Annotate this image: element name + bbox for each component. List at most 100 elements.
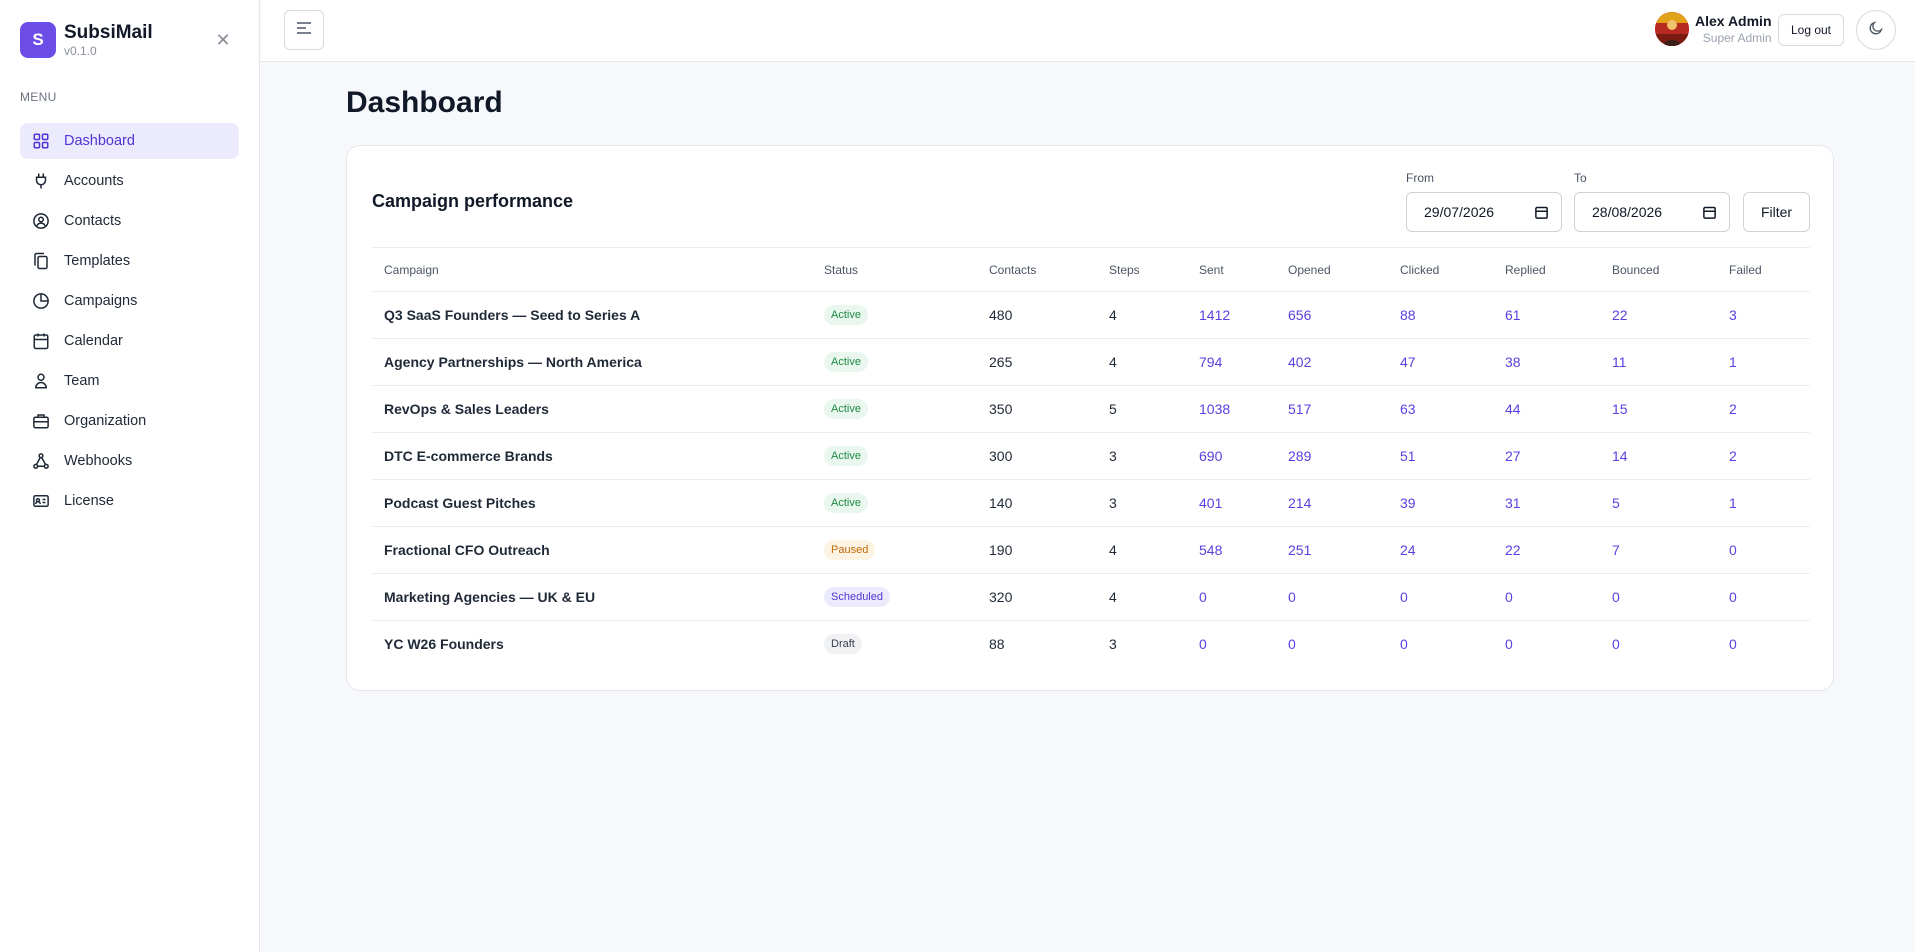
table-row[interactable]: DTC E-commerce Brands Active 300 3 690 2… [372,432,1810,480]
failed-cell[interactable]: 2 [1717,432,1810,480]
bounced-cell[interactable]: 5 [1600,479,1717,527]
col-opened[interactable]: Opened [1276,247,1388,292]
steps-cell: 3 [1097,479,1187,527]
sent-cell[interactable]: 0 [1199,636,1207,653]
opened-cell[interactable]: 656 [1276,291,1388,339]
replied-cell[interactable]: 0 [1505,636,1513,653]
sidebar-item-contacts[interactable]: Contacts [20,203,239,239]
col-clicked[interactable]: Clicked [1388,247,1493,292]
opened-cell[interactable]: 517 [1276,385,1388,433]
replied-cell[interactable]: 31 [1493,479,1600,527]
bounced-cell[interactable]: 11 [1600,338,1717,386]
col-replied[interactable]: Replied [1493,247,1600,292]
campaign-name[interactable]: Marketing Agencies — UK & EU [372,573,812,621]
campaign-name[interactable]: Fractional CFO Outreach [372,526,812,574]
clicked-cell[interactable]: 51 [1388,432,1493,480]
col-status[interactable]: Status [812,247,977,292]
table-row[interactable]: Agency Partnerships — North America Acti… [372,338,1810,386]
sent-cell[interactable]: 1038 [1187,385,1276,433]
app-logo: S [20,22,56,58]
replied-cell[interactable]: 0 [1493,573,1600,621]
logout-button[interactable]: Log out [1778,14,1844,46]
status-badge: Active [824,352,868,372]
sidebar-item-webhooks[interactable]: Webhooks [20,443,239,479]
col-bounced[interactable]: Bounced [1600,247,1717,292]
opened-cell[interactable]: 251 [1276,526,1388,574]
col-contacts[interactable]: Contacts [977,247,1097,292]
user-menu[interactable]: Alex Admin Super Admin [1655,12,1772,46]
clicked-cell[interactable]: 0 [1400,636,1408,653]
close-sidebar-icon[interactable]: ✕ [215,30,231,50]
col-campaign[interactable]: Campaign [372,247,812,292]
replied-cell[interactable]: 61 [1493,291,1600,339]
to-date-value: 28/08/2026 [1592,204,1663,220]
calendar-picker-icon[interactable] [1534,205,1549,220]
col-sent[interactable]: Sent [1187,247,1276,292]
sent-cell[interactable]: 690 [1187,432,1276,480]
sent-cell[interactable]: 1412 [1187,291,1276,339]
brand: S SubsiMail v0.1.0 [20,22,153,58]
sidebar-item-accounts[interactable]: Accounts [20,163,239,199]
menu-toggle-button[interactable] [284,10,324,50]
calendar-picker-icon[interactable] [1702,205,1717,220]
bounced-cell[interactable]: 14 [1600,432,1717,480]
sidebar-item-team[interactable]: Team [20,363,239,399]
campaign-name[interactable]: Podcast Guest Pitches [372,479,812,527]
opened-cell[interactable]: 0 [1288,636,1296,653]
sent-cell[interactable]: 401 [1187,479,1276,527]
table-row[interactable]: Podcast Guest Pitches Active 140 3 401 2… [372,479,1810,527]
clicked-cell[interactable]: 63 [1388,385,1493,433]
sent-cell[interactable]: 0 [1187,573,1276,621]
sent-cell[interactable]: 548 [1187,526,1276,574]
theme-toggle-button[interactable] [1856,10,1896,50]
failed-cell[interactable]: 0 [1729,636,1737,653]
table-row[interactable]: RevOps & Sales Leaders Active 350 5 1038… [372,385,1810,433]
bounced-cell[interactable]: 0 [1612,636,1620,653]
sidebar-item-dashboard[interactable]: Dashboard [20,123,239,159]
opened-cell[interactable]: 0 [1276,573,1388,621]
failed-cell[interactable]: 1 [1717,338,1810,386]
failed-cell[interactable]: 0 [1717,573,1810,621]
opened-cell[interactable]: 289 [1276,432,1388,480]
sidebar-item-campaigns[interactable]: Campaigns [20,283,239,319]
replied-cell[interactable]: 22 [1493,526,1600,574]
sidebar-item-license[interactable]: License [20,483,239,519]
clicked-cell[interactable]: 24 [1388,526,1493,574]
col-steps[interactable]: Steps [1097,247,1187,292]
opened-cell[interactable]: 214 [1276,479,1388,527]
opened-cell[interactable]: 402 [1276,338,1388,386]
replied-cell[interactable]: 38 [1493,338,1600,386]
failed-cell[interactable]: 2 [1717,385,1810,433]
bounced-cell[interactable]: 22 [1600,291,1717,339]
sidebar-item-templates[interactable]: Templates [20,243,239,279]
table-row[interactable]: Marketing Agencies — UK & EU Scheduled 3… [372,573,1810,621]
failed-cell[interactable]: 0 [1717,526,1810,574]
replied-cell[interactable]: 44 [1493,385,1600,433]
sidebar-item-organization[interactable]: Organization [20,403,239,439]
campaign-name[interactable]: Agency Partnerships — North America [372,338,812,386]
campaign-name[interactable]: DTC E-commerce Brands [372,432,812,480]
sidebar-item-calendar[interactable]: Calendar [20,323,239,359]
table-row[interactable]: Q3 SaaS Founders — Seed to Series A Acti… [372,291,1810,339]
clicked-cell[interactable]: 47 [1388,338,1493,386]
campaign-name[interactable]: Q3 SaaS Founders — Seed to Series A [372,291,812,339]
clicked-cell[interactable]: 39 [1388,479,1493,527]
clicked-cell[interactable]: 0 [1388,573,1493,621]
campaign-name[interactable]: RevOps & Sales Leaders [372,385,812,433]
col-failed[interactable]: Failed [1717,247,1810,292]
campaign-name[interactable]: YC W26 Founders [384,636,504,653]
sent-cell[interactable]: 794 [1187,338,1276,386]
failed-cell[interactable]: 1 [1717,479,1810,527]
bounced-cell[interactable]: 7 [1600,526,1717,574]
to-date-input[interactable]: 28/08/2026 [1574,192,1730,232]
bounced-cell[interactable]: 15 [1600,385,1717,433]
failed-cell[interactable]: 3 [1717,291,1810,339]
from-date-input[interactable]: 29/07/2026 [1406,192,1562,232]
replied-cell[interactable]: 27 [1493,432,1600,480]
filter-button[interactable]: Filter [1743,192,1810,232]
bounced-cell[interactable]: 0 [1600,573,1717,621]
table-row[interactable]: YC W26 Founders Draft 88 3 0 0 0 0 0 0 [372,621,1810,668]
status-cell: Active [812,291,977,339]
table-row[interactable]: Fractional CFO Outreach Paused 190 4 548… [372,526,1810,574]
clicked-cell[interactable]: 88 [1388,291,1493,339]
